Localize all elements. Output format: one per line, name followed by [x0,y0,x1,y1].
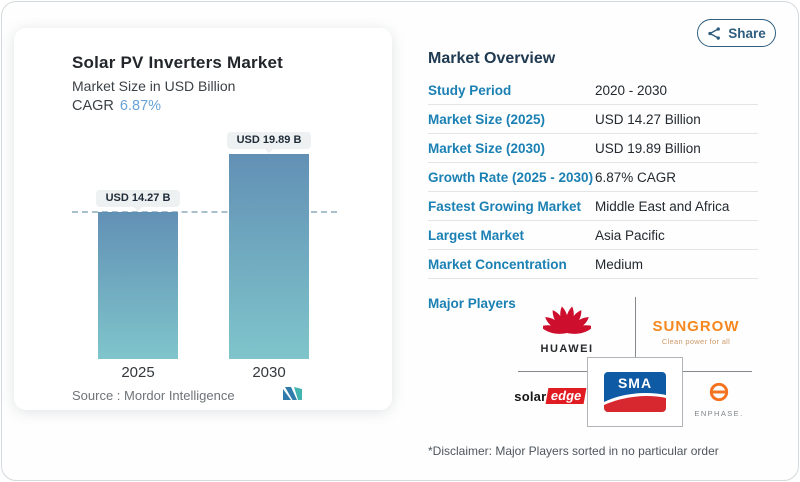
row-label: Market Size (2030) [428,140,546,156]
huawei-logo: HUAWEI [527,299,607,355]
row-value: Middle East and Africa [595,198,730,214]
table-row: Largest Market Asia Pacific [428,221,758,250]
share-label: Share [728,25,766,41]
enphase-logo: ENPHASE. [690,381,748,418]
row-label: Fastest Growing Market [428,198,582,214]
row-label: Market Concentration [428,256,567,272]
table-row: Fastest Growing Market Middle East and A… [428,192,758,221]
cagr-row: CAGR 6.87% [72,98,161,114]
disclaimer-text: *Disclaimer: Major Players sorted in no … [428,444,719,458]
cagr-value: 6.87% [119,98,162,114]
row-label: Growth Rate (2025 - 2030) [428,169,594,185]
share-icon [707,26,722,41]
row-value: 2020 - 2030 [595,82,668,98]
bar-value-label-2030: USD 19.89 B [227,131,311,149]
x-axis-label-2030: 2030 [252,364,286,381]
bar-value-label-2025: USD 14.27 B [96,189,180,207]
bar-2025 [98,211,178,359]
table-row: Market Size (2025) USD 14.27 Billion [428,105,758,134]
table-row: Market Size (2030) USD 19.89 Billion [428,134,758,163]
solaredge-wordmark-black: solar [514,388,547,404]
cagr-label: CAGR [72,98,114,114]
row-value: 6.87% CAGR [595,169,677,185]
enphase-e-icon [708,382,730,407]
solaredge-wordmark-red: edge [545,388,588,404]
sma-logo-box: SMA [587,357,683,427]
players-vertical-divider [635,297,636,357]
row-label: Market Size (2025) [428,111,546,127]
share-button[interactable]: Share [697,19,776,47]
sma-logo: SMA [604,372,666,412]
chart-subtitle: Market Size in USD Billion [72,78,236,94]
chart-title: Solar PV Inverters Market [72,53,283,72]
row-value: USD 19.89 Billion [595,140,701,156]
row-value: USD 14.27 Billion [595,111,701,127]
source-text: Source : Mordor Intelligence [72,388,235,403]
solaredge-logo: solar edge [502,388,598,404]
table-row: Study Period 2020 - 2030 [428,76,758,105]
row-value: Medium [595,256,644,272]
table-row: Market Concentration Medium [428,250,758,279]
bar-2030 [229,153,309,359]
major-players-label: Major Players [428,296,516,311]
sungrow-logo: SUNGROW Clean power for all [640,318,752,346]
chart-card: Solar PV Inverters Market Market Size in… [14,28,392,410]
x-axis-label-2025: 2025 [121,364,155,381]
market-overview-heading: Market Overview [428,50,556,67]
enphase-wordmark: ENPHASE. [694,409,744,418]
players-horizontal-divider-right [683,371,752,372]
huawei-flower-icon [540,306,594,341]
sungrow-tagline: Clean power for all [661,337,731,346]
row-label: Study Period [428,82,512,98]
table-row: Growth Rate (2025 - 2030) 6.87% CAGR [428,163,758,192]
huawei-wordmark: HUAWEI [540,343,594,355]
market-overview-table: Study Period 2020 - 2030 Market Size (20… [428,76,758,279]
row-label: Largest Market [428,227,525,243]
row-value: Asia Pacific [595,227,665,243]
players-horizontal-divider-left [518,371,587,372]
sungrow-wordmark: SUNGROW [652,318,740,335]
sma-wordmark: SMA [617,375,653,391]
reference-dashed-line [72,210,337,213]
mordor-intelligence-logo-icon [283,387,302,405]
